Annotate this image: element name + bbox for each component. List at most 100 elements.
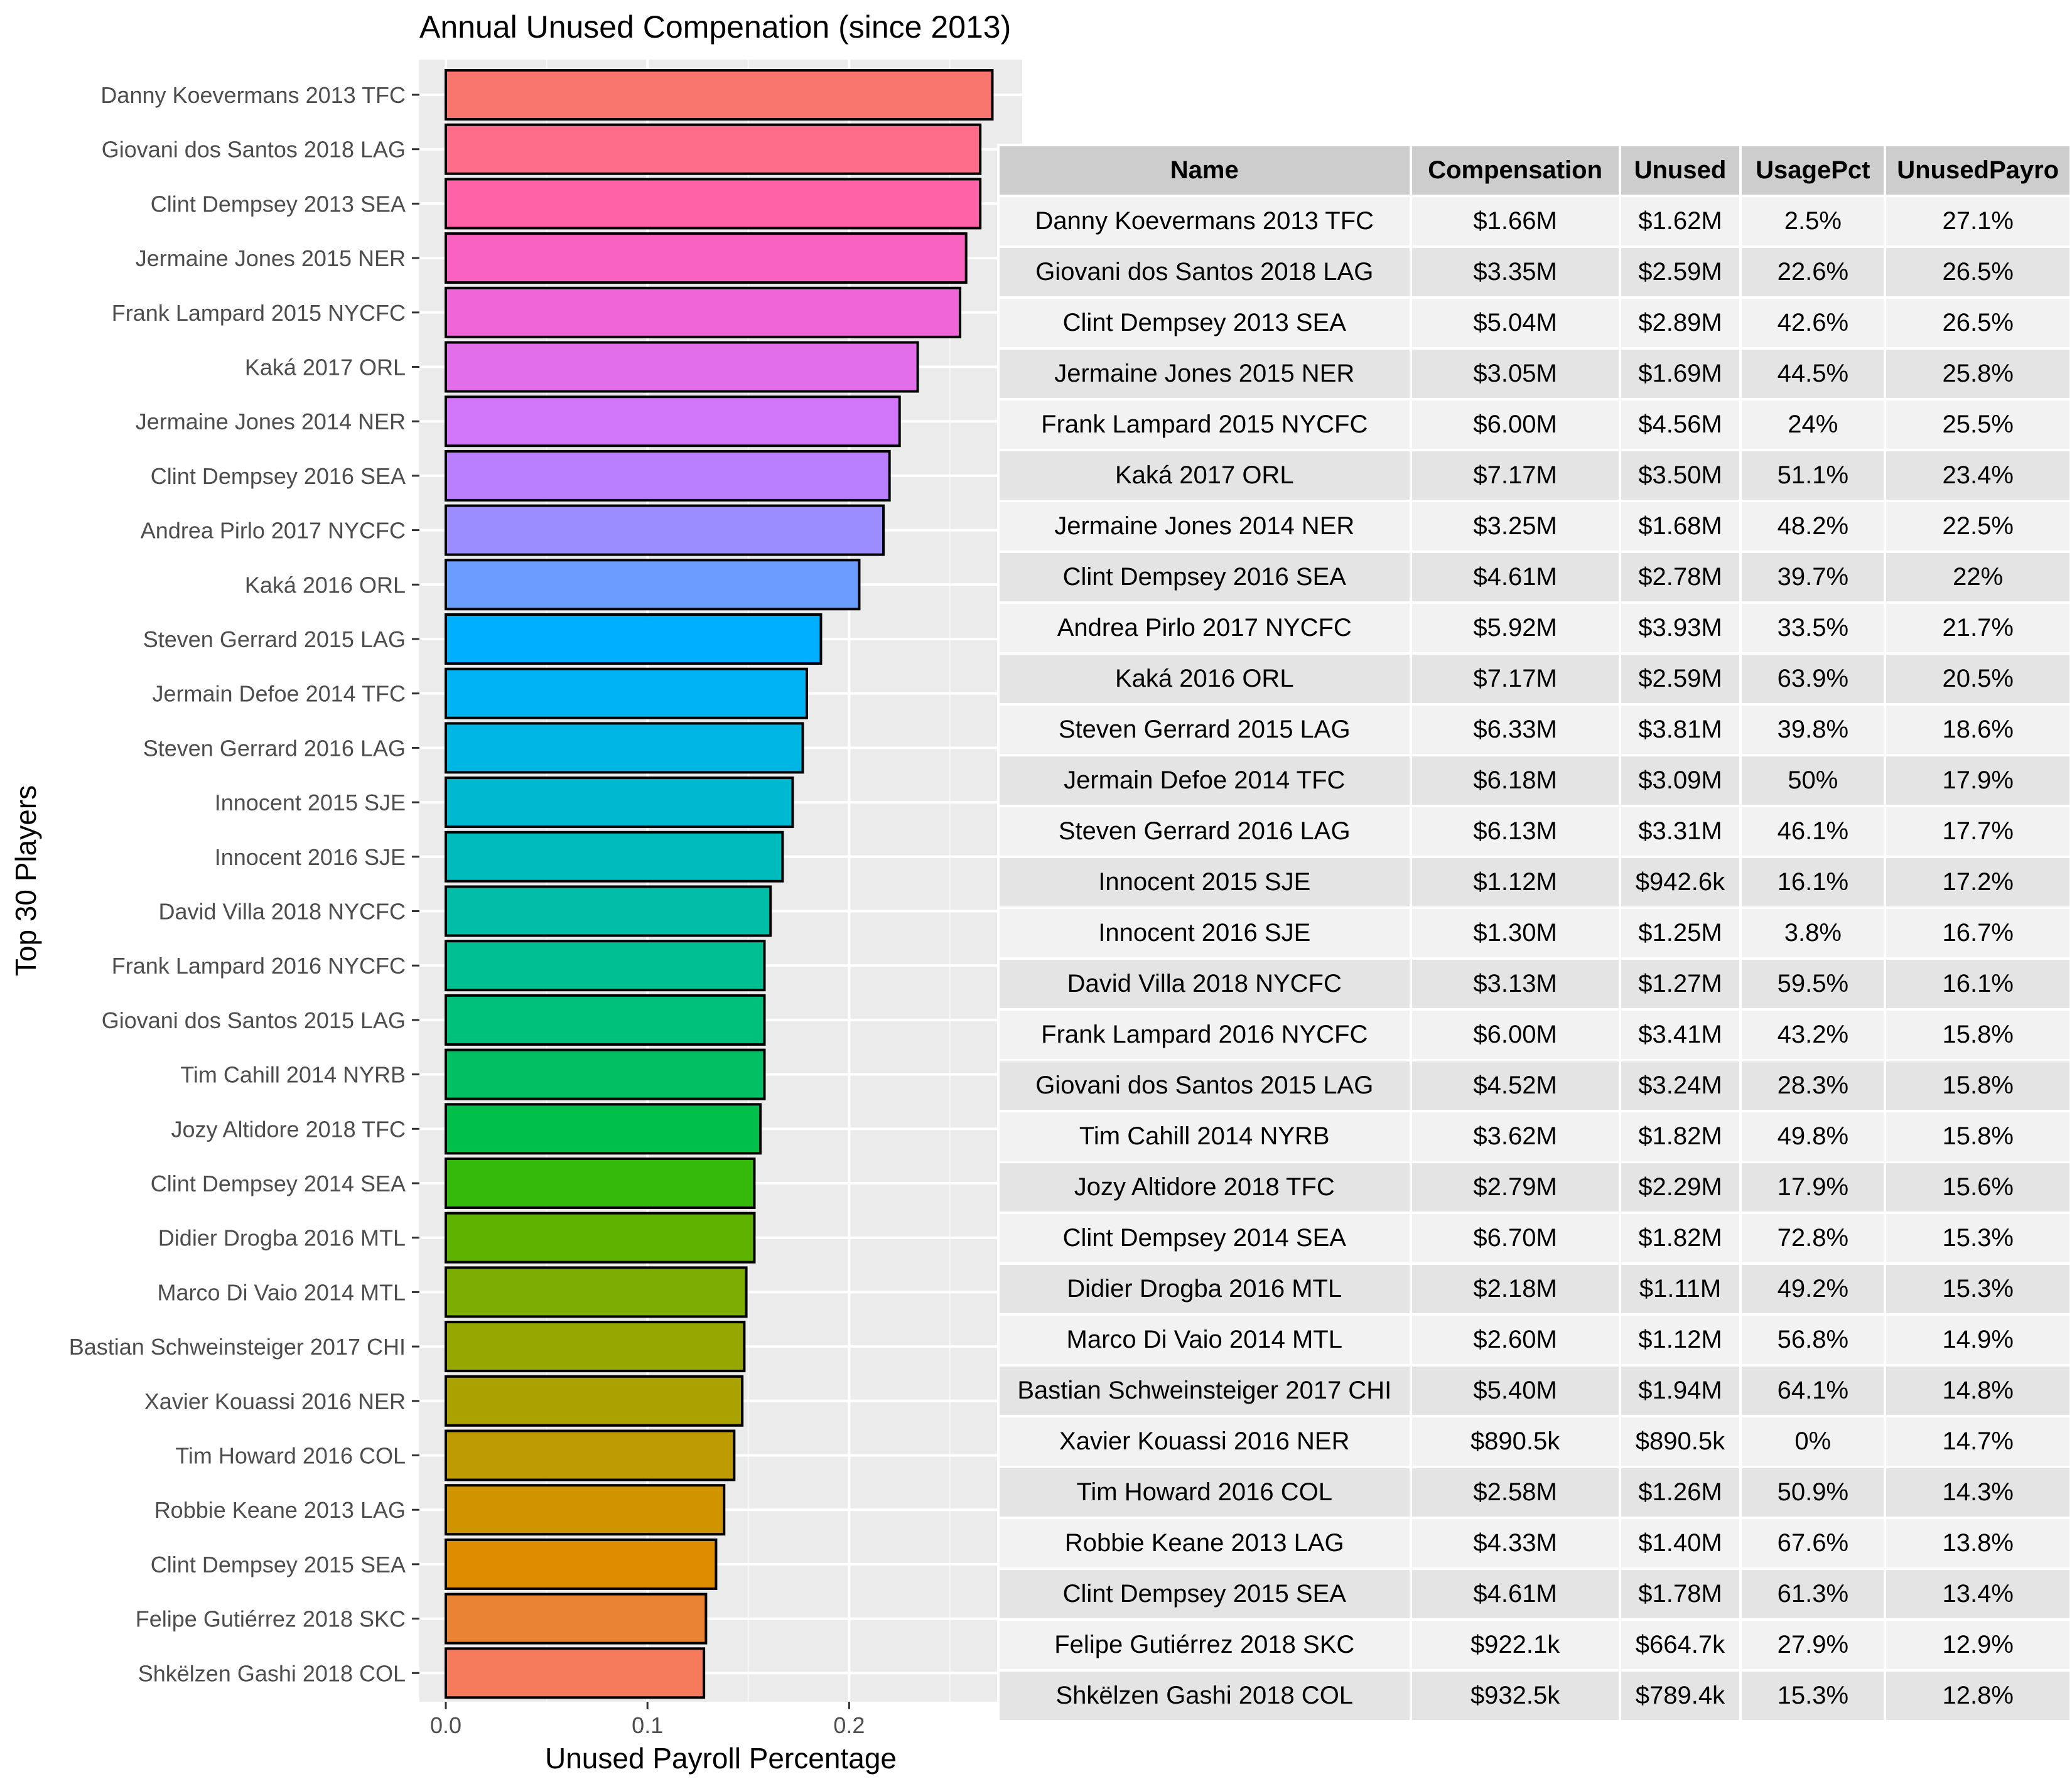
table-cell: $3.09M [1618, 754, 1742, 807]
y-tick-label: Xavier Kouassi 2016 NER [144, 1389, 406, 1414]
table-row: Tim Cahill 2014 NYRB $3.62M $1.82M 49.8% 15.… [997, 1110, 2072, 1163]
table-cell: $3.35M [1409, 245, 1621, 299]
table-cell: 25.5% [1884, 398, 2072, 451]
table-row: Giovani dos Santos 2015 LAG $4.52M $3.24M 2… [997, 1059, 2072, 1112]
bar [445, 341, 919, 393]
table-row: Clint Dempsey 2014 SEA $6.70M $1.82M 72.8% 1… [997, 1211, 2072, 1265]
table-cell: $3.62M [1409, 1110, 1621, 1163]
table-cell: $2.59M [1618, 652, 1742, 706]
bar [445, 940, 766, 992]
y-tick-label: Kaká 2016 ORL [245, 572, 406, 598]
table-cell: 15.3% [1884, 1262, 2072, 1316]
table-cell: 59.5% [1739, 957, 1887, 1011]
table-row: Clint Dempsey 2016 SEA $4.61M $2.78M 39.7% 2… [997, 551, 2072, 604]
table-cell: Clint Dempsey 2016 SEA [997, 551, 1412, 604]
bar [445, 123, 982, 175]
y-axis-ticks: Danny Koevermans 2013 TFC Giovani dos San… [69, 82, 419, 1686]
table-cell: $2.79M [1409, 1161, 1621, 1214]
table-cell: $4.61M [1409, 551, 1621, 604]
table-cell: 46.1% [1739, 805, 1887, 858]
bar [445, 178, 982, 230]
table-row: Innocent 2016 SJE $1.30M $1.25M 3.8% 16.7% [997, 906, 2072, 960]
table-cell: 15.8% [1884, 1110, 2072, 1163]
chart-title: Annual Unused Compenation (since 2013) [419, 9, 1011, 45]
x-tick-label: 0.2 [833, 1712, 865, 1738]
table-cell: $3.13M [1409, 957, 1621, 1011]
table-row: Steven Gerrard 2015 LAG $6.33M $3.81M 39.8%… [997, 703, 2072, 756]
y-tick-label: Frank Lampard 2016 NYCFC [112, 953, 406, 979]
table-cell: $7.17M [1409, 652, 1621, 706]
bar [445, 1538, 718, 1590]
table-cell: $1.69M [1618, 347, 1742, 400]
bar [445, 722, 804, 774]
table-cell: $1.82M [1618, 1110, 1742, 1163]
table-cell: $5.92M [1409, 601, 1621, 655]
bar [445, 994, 766, 1046]
table-cell: 50% [1739, 754, 1887, 807]
table-cell: $4.61M [1409, 1567, 1621, 1621]
bar [445, 1321, 746, 1373]
table-cell: 22.6% [1739, 245, 1887, 299]
y-tick-label: Felipe Gutiérrez 2018 SKC [136, 1606, 406, 1632]
table-cell: 13.8% [1884, 1517, 2072, 1570]
table-cell: $2.60M [1409, 1313, 1621, 1367]
bars [445, 69, 994, 1699]
table-cell: $2.59M [1618, 245, 1742, 299]
table-cell: Tim Howard 2016 COL [997, 1466, 1412, 1519]
table-cell: $1.26M [1618, 1466, 1742, 1519]
table-cell: $932.5k [1409, 1669, 1621, 1722]
table-cell: 15.8% [1884, 1008, 2072, 1061]
table-cell: $4.56M [1618, 398, 1742, 451]
table-cell: $2.58M [1409, 1466, 1621, 1519]
table-cell: $6.00M [1409, 398, 1621, 451]
table-cell: $3.41M [1618, 1008, 1742, 1061]
table-cell: 42.6% [1739, 296, 1887, 350]
x-axis-label: Unused Payroll Percentage [545, 1742, 897, 1775]
table-cell: David Villa 2018 NYCFC [997, 957, 1412, 1011]
table-cell: 12.9% [1884, 1618, 2072, 1672]
table-cell: 14.7% [1884, 1415, 2072, 1468]
bar [445, 286, 962, 338]
table-cell: $1.40M [1618, 1517, 1742, 1570]
table-cell: $3.50M [1618, 449, 1742, 502]
table-cell: $3.81M [1618, 703, 1742, 756]
table-row: Bastian Schweinsteiger 2017 CHI $5.40M $1.… [997, 1364, 2072, 1417]
table-cell: $942.6k [1618, 856, 1742, 909]
table-cell: Clint Dempsey 2015 SEA [997, 1567, 1412, 1621]
table-row: Frank Lampard 2016 NYCFC $6.00M $3.41M 43.2… [997, 1008, 2072, 1061]
y-tick-label: Steven Gerrard 2016 LAG [143, 735, 406, 761]
table-cell: $5.04M [1409, 296, 1621, 350]
table-cell: Danny Koevermans 2013 TFC [997, 195, 1412, 248]
table-cell: Kaká 2016 ORL [997, 652, 1412, 706]
table-cell: 15.3% [1739, 1669, 1887, 1722]
table-cell: Clint Dempsey 2013 SEA [997, 296, 1412, 350]
table-cell: 72.8% [1739, 1211, 1887, 1265]
table-cell: Robbie Keane 2013 LAG [997, 1517, 1412, 1570]
table-cell: 33.5% [1739, 601, 1887, 655]
table-cell: 39.7% [1739, 551, 1887, 604]
bar [445, 776, 794, 829]
table-cell: $1.12M [1409, 856, 1621, 909]
bar [445, 830, 784, 883]
table-cell: 22% [1884, 551, 2072, 604]
table-row: Clint Dempsey 2015 SEA $4.61M $1.78M 61.3% 1… [997, 1567, 2072, 1621]
table-cell: $1.62M [1618, 195, 1742, 248]
table-row: Tim Howard 2016 COL $2.58M $1.26M 50.9% 14.3… [997, 1466, 2072, 1519]
table-cell: 17.9% [1739, 1161, 1887, 1214]
y-tick-label: Giovani dos Santos 2015 LAG [102, 1007, 406, 1033]
table-cell: 2.5% [1739, 195, 1887, 248]
table-cell: $1.30M [1409, 906, 1621, 960]
table-cell: Innocent 2016 SJE [997, 906, 1412, 960]
table-cell: 23.4% [1884, 449, 2072, 502]
table-row: Andrea Pirlo 2017 NYCFC $5.92M $3.93M 33.5%… [997, 601, 2072, 655]
table-cell: 26.5% [1884, 245, 2072, 299]
table-cell: $4.33M [1409, 1517, 1621, 1570]
table-row: Felipe Gutiérrez 2018 SKC $922.1k $664.7k 2… [997, 1618, 2072, 1672]
table-cell: $1.27M [1618, 957, 1742, 1011]
table-cell: Frank Lampard 2015 NYCFC [997, 398, 1412, 451]
bar [445, 1484, 726, 1536]
table-cell: 17.2% [1884, 856, 2072, 909]
table-cell: $2.89M [1618, 296, 1742, 350]
bar [445, 885, 772, 937]
table-cell: 14.3% [1884, 1466, 2072, 1519]
